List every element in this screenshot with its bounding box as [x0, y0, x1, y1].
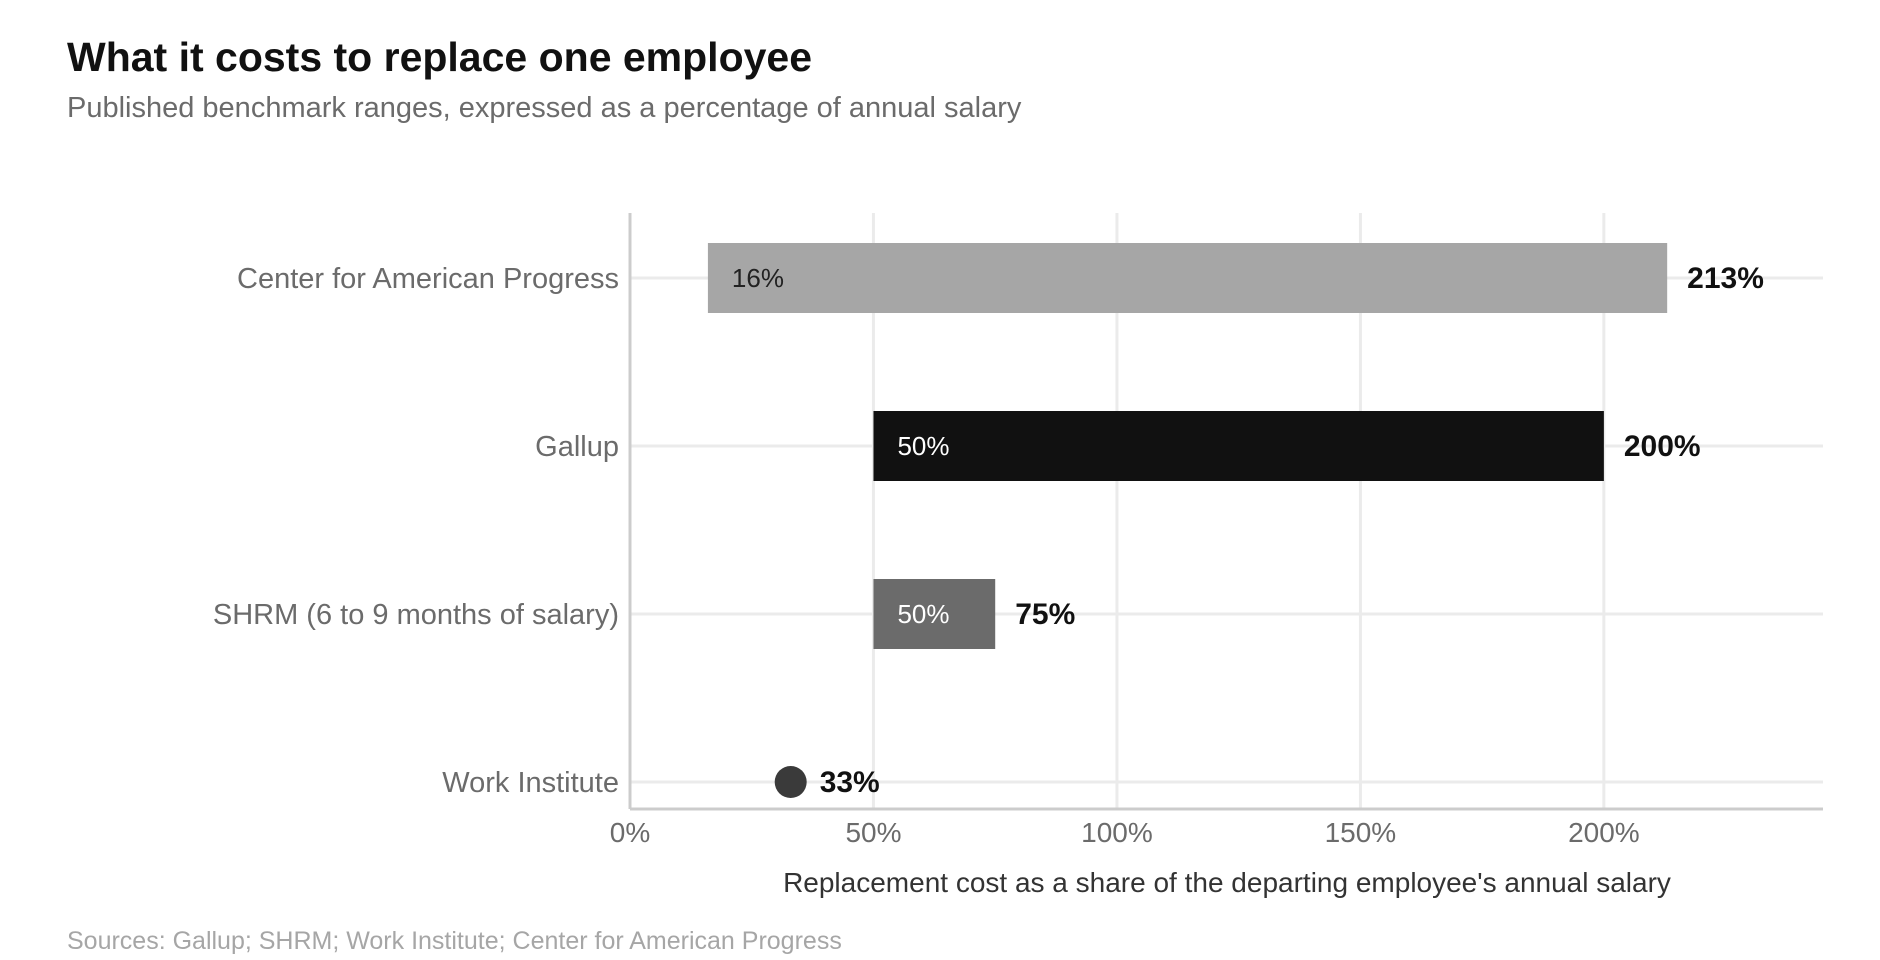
- bars: [707, 243, 1668, 798]
- chart-title: What it costs to replace one employee: [67, 34, 813, 80]
- range-bar: [873, 411, 1604, 481]
- x-axis-title: Replacement cost as a share of the depar…: [783, 867, 1671, 898]
- x-tick-label: 50%: [845, 817, 901, 848]
- bar-low-label: 50%: [897, 599, 949, 629]
- point-marker: [774, 766, 807, 798]
- category-label: Center for American Progress: [237, 263, 619, 295]
- category-label: Work Institute: [442, 767, 619, 799]
- bar-low-label: 50%: [897, 431, 949, 461]
- axes: [628, 213, 1823, 811]
- range-bar: [873, 579, 996, 649]
- category-label: SHRM (6 to 9 months of salary): [213, 599, 619, 631]
- x-tick-label: 0%: [610, 817, 650, 848]
- bar-high-label: 200%: [1624, 430, 1701, 463]
- x-tick-label: 150%: [1325, 817, 1397, 848]
- x-tick-label: 200%: [1568, 817, 1640, 848]
- labels: 0% 50% 100% 150% 200% Center for American Pro…: [213, 262, 1764, 848]
- source-note: Sources: Gallup; SHRM; Work Institute; C…: [67, 927, 842, 955]
- category-label: Gallup: [535, 431, 619, 463]
- point-label: 33%: [820, 766, 880, 799]
- chart-subtitle: Published benchmark ranges, expressed as…: [67, 92, 1022, 124]
- bar-high-label: 75%: [1015, 598, 1075, 631]
- x-tick-label: 100%: [1081, 817, 1153, 848]
- bar-high-label: 213%: [1687, 262, 1764, 295]
- range-bar: [707, 243, 1668, 313]
- bar-low-label: 16%: [732, 263, 784, 293]
